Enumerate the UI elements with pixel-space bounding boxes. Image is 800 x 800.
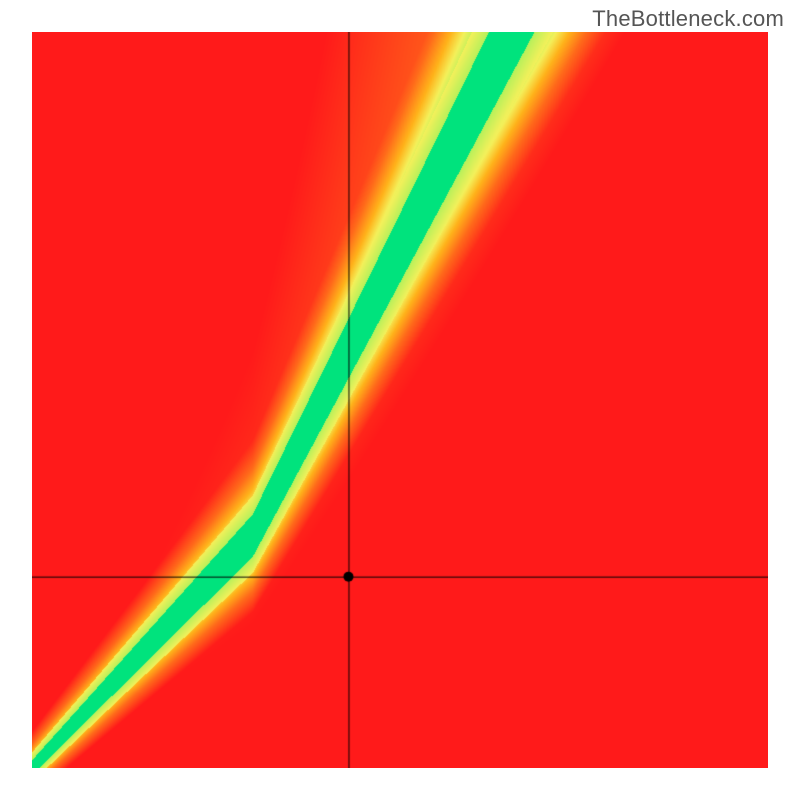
chart-frame	[32, 32, 768, 768]
watermark-text: TheBottleneck.com	[592, 6, 784, 32]
crosshair-overlay	[32, 32, 768, 768]
